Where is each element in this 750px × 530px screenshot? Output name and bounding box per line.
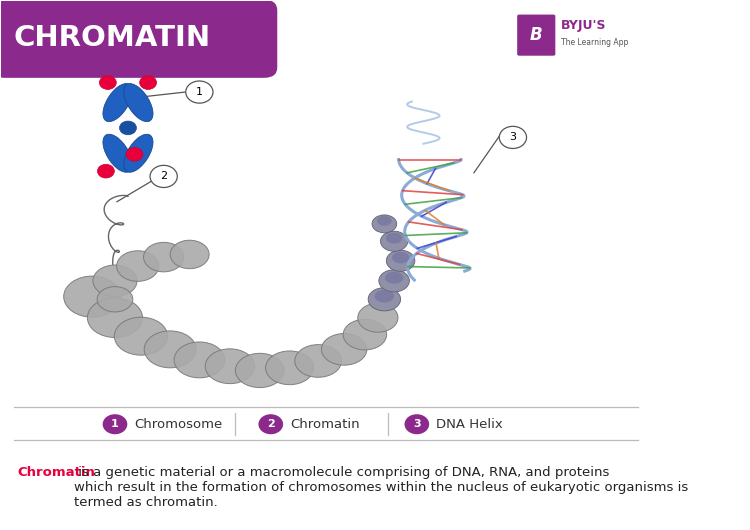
Text: 1: 1: [111, 419, 118, 429]
Ellipse shape: [103, 134, 132, 172]
Text: 3: 3: [509, 132, 517, 143]
Ellipse shape: [64, 276, 121, 317]
Ellipse shape: [174, 342, 225, 378]
Ellipse shape: [344, 319, 387, 350]
Ellipse shape: [119, 121, 136, 135]
Ellipse shape: [93, 265, 137, 297]
Ellipse shape: [386, 233, 402, 244]
Ellipse shape: [98, 287, 133, 312]
Text: B: B: [530, 26, 542, 44]
Ellipse shape: [358, 303, 398, 332]
Circle shape: [140, 76, 157, 90]
Text: The Learning App: The Learning App: [561, 38, 628, 47]
Ellipse shape: [143, 242, 184, 272]
Ellipse shape: [368, 288, 400, 311]
Text: 1: 1: [196, 87, 202, 97]
Ellipse shape: [144, 331, 196, 368]
Ellipse shape: [124, 134, 153, 172]
Ellipse shape: [170, 240, 209, 269]
Circle shape: [259, 414, 283, 434]
Ellipse shape: [377, 216, 392, 226]
Ellipse shape: [124, 84, 153, 121]
FancyBboxPatch shape: [516, 13, 556, 57]
Circle shape: [150, 165, 177, 188]
Circle shape: [126, 147, 143, 161]
Text: CHROMATIN: CHROMATIN: [13, 24, 210, 52]
Circle shape: [500, 126, 526, 148]
Ellipse shape: [386, 250, 415, 271]
Text: BYJU'S: BYJU'S: [561, 19, 607, 32]
Text: is a genetic material or a macromolecule comprising of DNA, RNA, and proteins
wh: is a genetic material or a macromolecule…: [74, 466, 688, 509]
Ellipse shape: [103, 84, 132, 121]
Text: DNA Helix: DNA Helix: [436, 418, 503, 431]
Circle shape: [100, 76, 116, 90]
Text: 2: 2: [267, 419, 274, 429]
Ellipse shape: [295, 344, 341, 377]
Ellipse shape: [372, 215, 397, 233]
Ellipse shape: [385, 271, 404, 284]
Ellipse shape: [266, 351, 314, 385]
Circle shape: [404, 414, 429, 434]
Ellipse shape: [380, 231, 408, 251]
Text: Chromatin: Chromatin: [290, 418, 360, 431]
Text: 3: 3: [413, 419, 421, 429]
FancyBboxPatch shape: [0, 0, 278, 78]
Ellipse shape: [375, 290, 394, 303]
Text: 2: 2: [160, 171, 167, 181]
Circle shape: [98, 164, 114, 178]
Circle shape: [103, 414, 128, 434]
Ellipse shape: [114, 317, 167, 355]
Ellipse shape: [236, 354, 284, 387]
Ellipse shape: [379, 270, 410, 292]
Ellipse shape: [392, 252, 410, 263]
Ellipse shape: [322, 333, 367, 365]
Ellipse shape: [88, 298, 142, 338]
Ellipse shape: [116, 251, 159, 281]
Text: Chromatin: Chromatin: [17, 466, 95, 480]
Ellipse shape: [206, 349, 254, 384]
Circle shape: [186, 81, 213, 103]
Text: Chromosome: Chromosome: [134, 418, 223, 431]
